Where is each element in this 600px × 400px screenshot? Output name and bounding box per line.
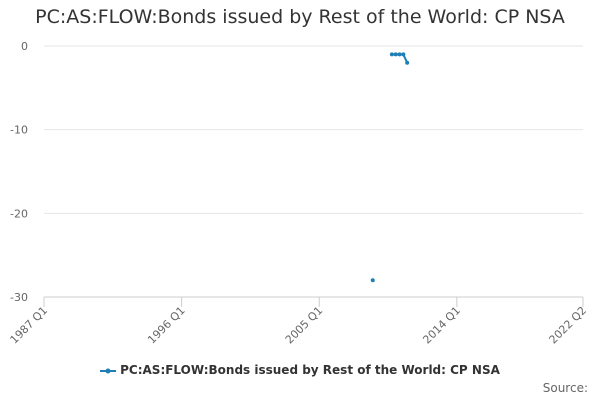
data-point (389, 52, 394, 57)
x-tick-label: 2005 Q1 (283, 304, 326, 347)
data-point (370, 278, 375, 283)
y-tick-label: -20 (10, 207, 28, 220)
legend[interactable]: PC:AS:FLOW:Bonds issued by Rest of the W… (0, 363, 600, 377)
data-point (397, 52, 402, 57)
data-point (405, 60, 410, 65)
x-tick-label: 2022 Q2 (547, 304, 590, 347)
grid-lines (44, 45, 583, 214)
data-point (401, 52, 406, 57)
x-axis-ticks: 1987 Q1 1996 Q1 2005 Q1 2014 Q1 2022 Q2 (8, 297, 590, 347)
legend-label: PC:AS:FLOW:Bonds issued by Rest of the W… (120, 363, 500, 377)
y-axis: 0 -10 -20 -30 (10, 40, 28, 304)
chart-plot: 0 -10 -20 -30 1987 Q1 1996 Q1 2005 Q1 2014 Q1 2… (8, 40, 590, 347)
y-tick-label: 0 (21, 40, 28, 53)
x-tick-label: 1987 Q1 (8, 304, 51, 347)
y-tick-label: -30 (10, 291, 28, 304)
data-point (393, 52, 398, 57)
chart-title: PC:AS:FLOW:Bonds issued by Rest of the W… (35, 6, 565, 28)
x-tick-label: 2014 Q1 (420, 304, 463, 347)
source-label: Source: (542, 381, 588, 395)
x-tick-label: 1996 Q1 (145, 304, 188, 347)
y-tick-label: -10 (10, 124, 28, 137)
legend-symbol-icon (100, 368, 117, 373)
series-layer (370, 52, 410, 283)
